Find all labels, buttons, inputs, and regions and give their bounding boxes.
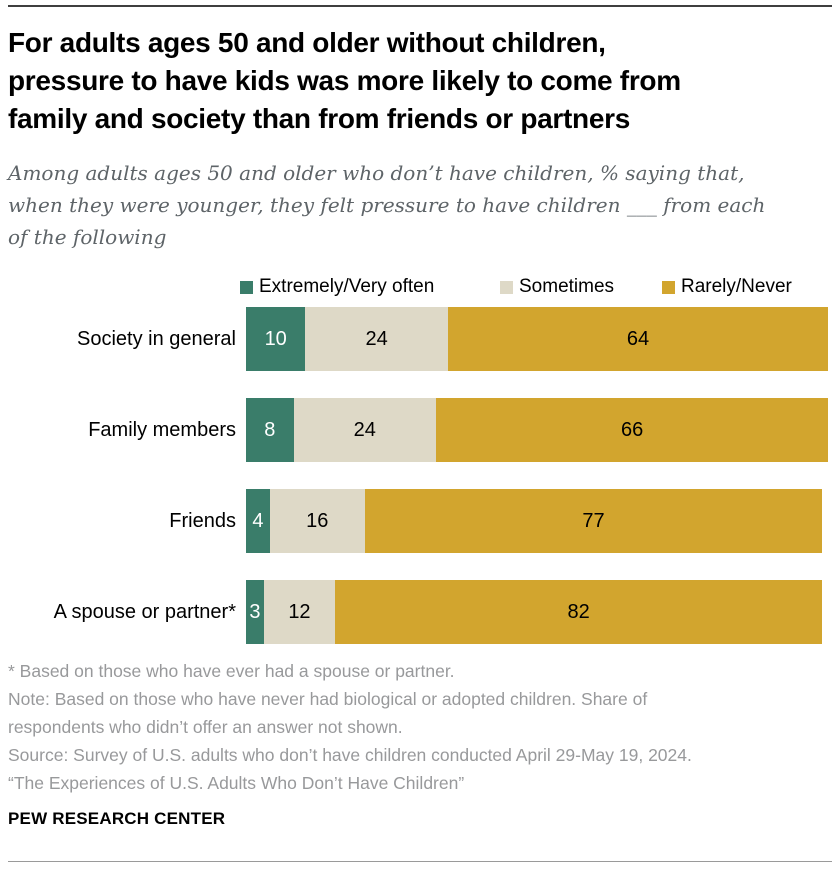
note-line: Note: Based on those who have never had … (8, 689, 648, 709)
bar-track: 3 12 82 (246, 580, 823, 644)
chart-title-line: pressure to have kids was more likely to… (8, 65, 681, 96)
report-title-line: “The Experiences of U.S. Adults Who Don’… (8, 773, 465, 793)
bar-segment-sometimes: 24 (305, 307, 448, 371)
chart-title-line: For adults ages 50 and older without chi… (8, 27, 606, 58)
bar-segment-rarely-never: 66 (436, 398, 829, 462)
bar-segment-extremely-very-often: 8 (246, 398, 294, 462)
source-line: Source: Survey of U.S. adults who don’t … (8, 745, 692, 765)
chart-subtitle-line: Among adults ages 50 and older who don’t… (8, 161, 745, 185)
category-label: A spouse or partner* (53, 600, 236, 623)
chart-title: For adults ages 50 and older without chi… (8, 24, 681, 138)
bar-segment-rarely-never: 82 (335, 580, 823, 644)
chart-subtitle: Among adults ages 50 and older who don’t… (8, 157, 765, 253)
category-label: Friends (169, 509, 236, 532)
bar-row: A spouse or partner* 3 12 82 (0, 580, 840, 644)
bottom-rule (8, 861, 832, 862)
bar-segment-sometimes: 24 (293, 398, 437, 462)
bar-row: Friends 4 16 77 (0, 489, 840, 553)
legend-label-sometimes: Sometimes (519, 276, 615, 297)
legend-item-sometimes: Sometimes (500, 276, 614, 298)
bar-segment-sometimes: 16 (269, 489, 365, 553)
bar-segment-sometimes: 12 (263, 580, 336, 644)
chart-notes: * Based on those who have ever had a spo… (8, 657, 692, 797)
legend-item-extremely-very-often: Extremely/Very often (240, 276, 434, 298)
bar-segment-rarely-never: 77 (364, 489, 823, 553)
footnote-asterisk: * Based on those who have ever had a spo… (8, 661, 455, 681)
bar-chart: Society in general 10 24 64 Family members 8 2… (0, 307, 840, 671)
bar-segment-rarely-never: 64 (447, 307, 829, 371)
bar-segment-extremely-very-often: 4 (246, 489, 270, 553)
bar-segment-extremely-very-often: 3 (246, 580, 264, 644)
legend-swatch-rarely-never (662, 280, 675, 294)
note-line: respondents who didn’t offer an answer n… (8, 717, 403, 737)
top-rule (8, 5, 832, 7)
bar-track: 8 24 66 (246, 398, 829, 462)
category-label: Family members (88, 418, 236, 441)
legend-label-extremely-very-often: Extremely/Very often (259, 276, 435, 297)
legend-swatch-sometimes (500, 280, 513, 294)
legend-label-rarely-never: Rarely/Never (681, 276, 792, 297)
pew-research-center-logo: PEW RESEARCH CENTER (8, 809, 226, 828)
chart-subtitle-line: when they were younger, they felt pressu… (8, 193, 766, 217)
chart-legend: Extremely/Very often Sometimes Rarely/Neve… (0, 276, 840, 298)
chart-subtitle-line: of the following (8, 225, 167, 249)
bar-row: Society in general 10 24 64 (0, 307, 840, 371)
bar-row: Family members 8 24 66 (0, 398, 840, 462)
legend-swatch-extremely-very-often (240, 280, 253, 294)
bar-track: 4 16 77 (246, 489, 823, 553)
bar-segment-extremely-very-often: 10 (246, 307, 306, 371)
chart-title-line: family and society than from friends or … (8, 103, 630, 134)
category-label: Society in general (77, 327, 236, 350)
bar-track: 10 24 64 (246, 307, 829, 371)
legend-item-rarely-never: Rarely/Never (662, 276, 792, 298)
